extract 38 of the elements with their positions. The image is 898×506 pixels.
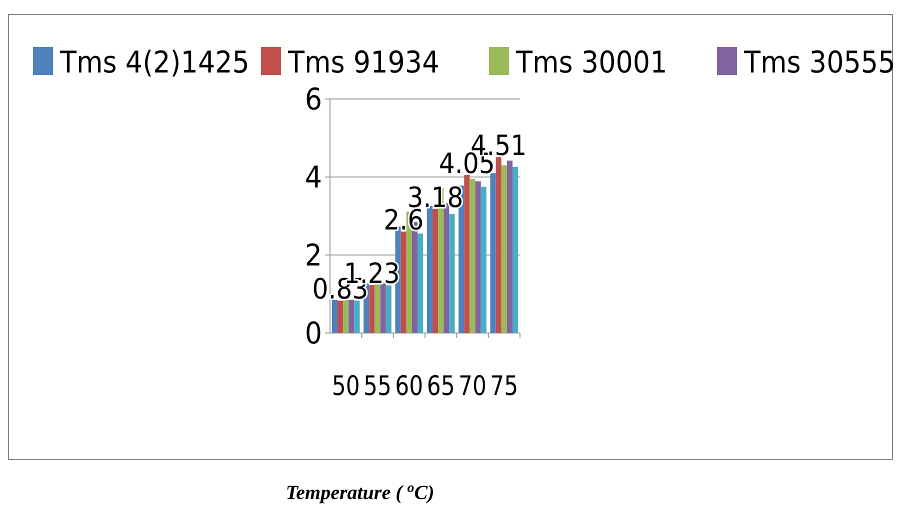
bar: [343, 300, 349, 333]
bar: [496, 157, 502, 333]
bar: [348, 300, 354, 333]
legend-label: Tms 30001: [515, 46, 668, 80]
bar: [332, 300, 338, 333]
bar: [374, 284, 380, 333]
legend-label: Tms 30555: [743, 46, 896, 80]
bar: [400, 232, 406, 333]
x-tick-label: 50: [332, 371, 363, 402]
bar: [512, 166, 518, 333]
y-tick-label: 0: [304, 316, 322, 352]
bar: [464, 175, 470, 333]
bar: [380, 283, 386, 333]
bar: [506, 160, 513, 333]
x-tick-label: 65: [426, 371, 458, 402]
bar: [432, 208, 438, 333]
bar: [386, 285, 392, 333]
legend-label: Tms 91934: [287, 46, 440, 80]
x-tick-label: 75: [490, 371, 522, 402]
bar: [418, 234, 424, 333]
bar: [449, 214, 455, 333]
y-tick-label: 4: [304, 160, 322, 196]
x-axis-title: Temperature ( $^{o}$C): [286, 480, 434, 504]
bar: [490, 173, 496, 333]
y-tick-label: 2: [304, 238, 322, 274]
bar: [475, 181, 481, 333]
x-tick-label: 70: [458, 371, 490, 402]
x-tick-label: 60: [395, 371, 426, 402]
bar: [426, 206, 432, 333]
bar: [337, 300, 344, 333]
bar: [369, 285, 375, 333]
bar: [470, 178, 476, 333]
bar: [501, 165, 507, 333]
legend-label: Tms 4(2)1425: [59, 46, 250, 80]
bar: [354, 300, 360, 333]
y-tick-label: 6: [304, 82, 322, 118]
x-tick-label: 55: [364, 371, 394, 402]
bar: [480, 186, 486, 333]
